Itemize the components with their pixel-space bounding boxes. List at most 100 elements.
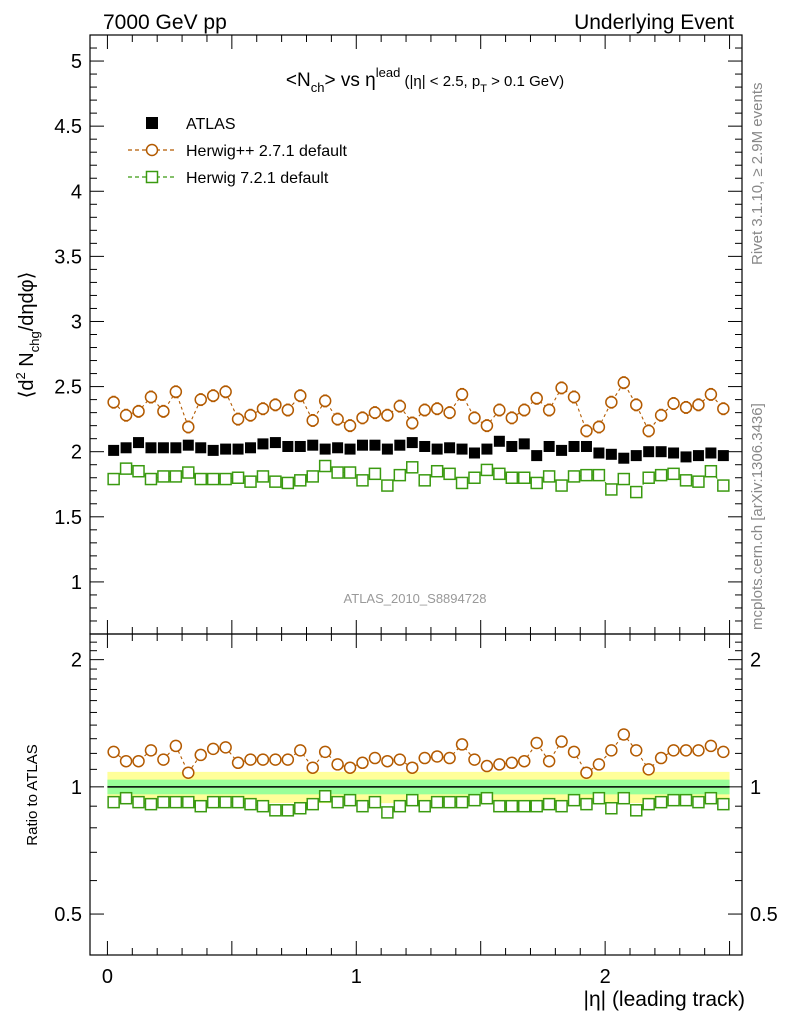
herwig7-point [704,464,718,478]
legend-marker-herwigpp [145,143,159,157]
atlas-point [319,443,331,455]
atlas-point [182,439,194,451]
herwig7-point [642,471,655,484]
atlas-point [344,443,356,455]
ratio-herwig7-point [269,804,282,817]
herwigpp-point [343,419,357,432]
ratio-herwig7-point [343,793,357,807]
herwig7-point [592,468,606,482]
ratio-herwigpp-point [206,742,220,756]
herwigpp-point [493,403,506,417]
ratio-herwigpp-point [530,736,543,750]
herwigpp-point [393,399,407,413]
atlas-point [394,439,406,451]
ratio-herwigpp-point [717,745,730,759]
herwig7-point [629,485,643,499]
ratio-herwigpp-point [194,748,207,762]
ratio-herwig7-point [306,797,319,811]
herwigpp-point [567,390,581,404]
herwig7-point [281,476,295,490]
atlas-point [108,444,120,456]
ratio-herwigpp-point [294,744,307,757]
ratio-herwigpp-point [318,745,332,759]
herwig7-point [107,472,120,486]
herwig7-point [455,476,469,490]
herwig7-point [306,470,319,483]
herwigpp-point [455,388,469,401]
ratio-herwig7-point [406,793,419,807]
legend-marker-herwig7 [145,170,159,184]
ratio-herwigpp-point [132,754,145,768]
y-tick-label: 2 [71,442,82,464]
ratio-herwig7-point [642,797,655,811]
herwigpp-point [654,408,668,422]
ratio-herwigpp-point [393,753,407,766]
herwig7-point [269,475,282,488]
ratio-herwig7-point [256,799,270,813]
ratio-herwigpp-point [107,745,120,759]
ratio-herwigpp-point [518,754,531,768]
herwigpp-point [530,392,543,405]
atlas-point [195,442,207,454]
atlas-point [605,448,617,460]
herwigpp-point [132,405,145,418]
ratio-herwigpp-point [542,754,556,768]
header-right: Underlying Event [574,11,734,34]
rivet-label: Rivet 3.1.10, ≥ 2.9M events [749,83,766,266]
ratio-herwig7-point [617,791,631,805]
herwig7-point [194,472,207,486]
atlas-point [692,450,704,462]
ratio-herwig7-point [717,797,730,811]
atlas-point [468,447,480,459]
ratio-herwigpp-point [144,744,158,757]
herwig7-point [505,471,519,484]
atlas-point [630,450,642,462]
herwig7-point [244,475,257,488]
ratio-herwigpp-point [406,761,419,774]
ratio-herwigpp-point [306,761,319,774]
herwig7-point [144,472,158,486]
ratio-herwig7-point [231,795,245,809]
y-tick-label: 1 [71,572,82,594]
x-axis-label: |η| (leading track) [584,988,745,1011]
herwigpp-point [505,411,519,425]
herwig7-point [318,459,332,473]
ratio-herwig7-point [704,791,718,805]
y-tick-label: 3 [71,311,82,333]
ratio-herwigpp-point [629,744,643,757]
header-left: 7000 GeV pp [103,11,227,34]
ratio-herwigpp-point [182,766,195,779]
atlas-point [556,444,568,456]
atlas-point [593,447,605,459]
ratio-herwigpp-point [679,744,693,757]
herwigpp-point [144,390,158,404]
herwigpp-point [617,376,631,389]
ratio-herwigpp-point [381,754,394,768]
herwigpp-point [244,408,257,422]
herwig7-point [256,470,270,483]
herwigpp-point [667,397,680,410]
ratio-herwigpp-point [231,756,245,770]
ratio-herwig7-point [294,801,307,815]
herwig7-point [381,479,394,492]
ratio-herwigpp-point [555,735,568,748]
herwigpp-point [269,398,282,412]
ratio-herwigpp-point [343,761,357,774]
atlas-point [157,442,169,454]
ratio-herwigpp-point [356,756,369,770]
ratio-herwig7-point [629,804,643,817]
herwigpp-point [717,402,730,415]
herwig7-point [206,472,220,486]
herwig7-point [493,467,506,481]
ratio-y-tick-label-right: 2 [750,650,761,672]
ratio-herwigpp-point [642,763,655,776]
herwigpp-point [679,401,693,414]
herwigpp-point [231,412,245,426]
ratio-herwig7-point [281,804,295,817]
atlas-point [705,447,717,459]
x-tick-label: 2 [600,966,611,988]
herwigpp-point [443,406,456,419]
atlas-point [207,444,219,456]
atlas-point [369,439,381,451]
herwig7-point [654,468,668,482]
